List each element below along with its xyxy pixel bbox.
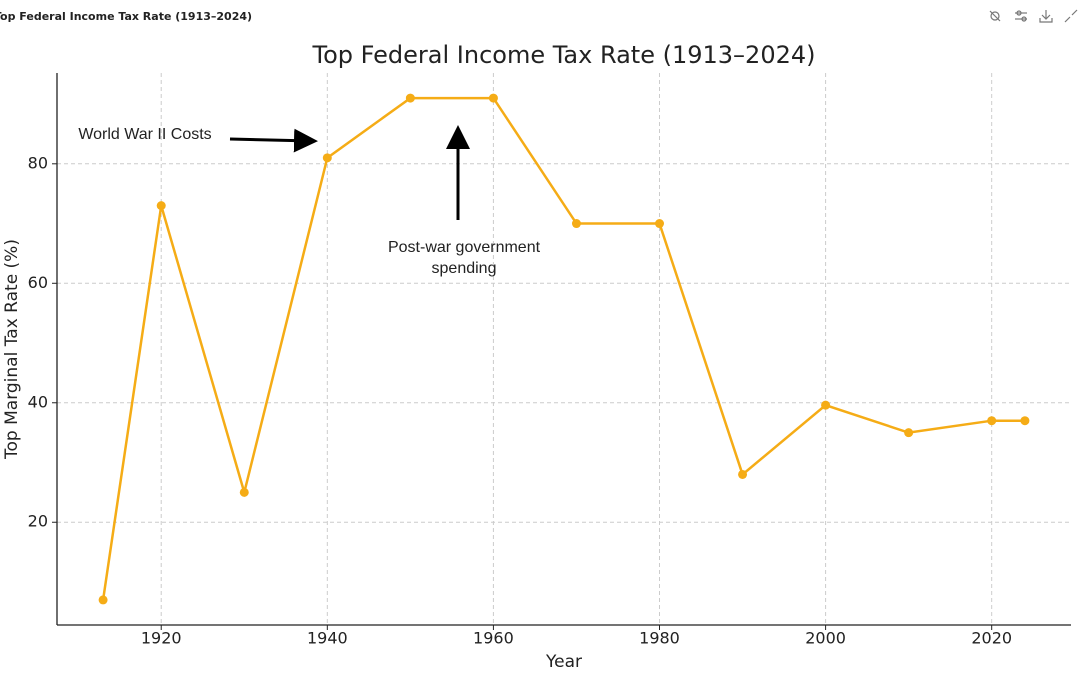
download-button[interactable]: [1039, 10, 1053, 23]
header-title: Top Federal Income Tax Rate (1913–2024): [0, 10, 252, 23]
annotation: Post-war government: [388, 239, 541, 256]
point: [488, 93, 498, 103]
x-tick-label: 2000: [805, 629, 846, 648]
point: [821, 400, 831, 410]
toolbar: [989, 9, 1078, 23]
collapse-button[interactable]: [1064, 9, 1078, 23]
point: [1020, 416, 1030, 426]
settings-button[interactable]: [1015, 10, 1027, 22]
point: [156, 201, 166, 211]
plot: [98, 93, 1030, 605]
x-tick-label: 2020: [971, 629, 1012, 648]
point: [98, 595, 108, 605]
chart-title: Top Federal Income Tax Rate (1913–2024): [312, 41, 816, 69]
x-tick-label: 1940: [307, 629, 348, 648]
sparkle-button[interactable]: [989, 10, 1001, 22]
point: [904, 428, 914, 438]
y-tick-label: 80: [28, 153, 48, 172]
y-axis-label: Top Marginal Tax Rate (%): [2, 239, 22, 460]
grid: 20 40 60 80 1920 1940 1960 1980 2000 2020: [28, 73, 1071, 648]
x-tick-label: 1920: [141, 629, 182, 648]
y-tick-label: 20: [28, 512, 48, 531]
point: [987, 416, 997, 426]
point: [738, 469, 748, 479]
point: [571, 219, 581, 229]
x-tick-label: 1980: [639, 629, 680, 648]
y-tick-label: 60: [28, 273, 48, 292]
annotation: spending: [432, 260, 497, 277]
point: [239, 487, 249, 497]
x-axis-label: Year: [545, 652, 582, 672]
y-tick-label: 40: [28, 392, 48, 411]
x-tick-label: 1960: [473, 629, 514, 648]
point: [405, 93, 415, 103]
point: [322, 153, 332, 163]
line: [101, 96, 1025, 601]
point: [655, 219, 665, 229]
annotation: World War II Costs: [78, 126, 211, 143]
annotation-arrow: [229, 128, 318, 153]
